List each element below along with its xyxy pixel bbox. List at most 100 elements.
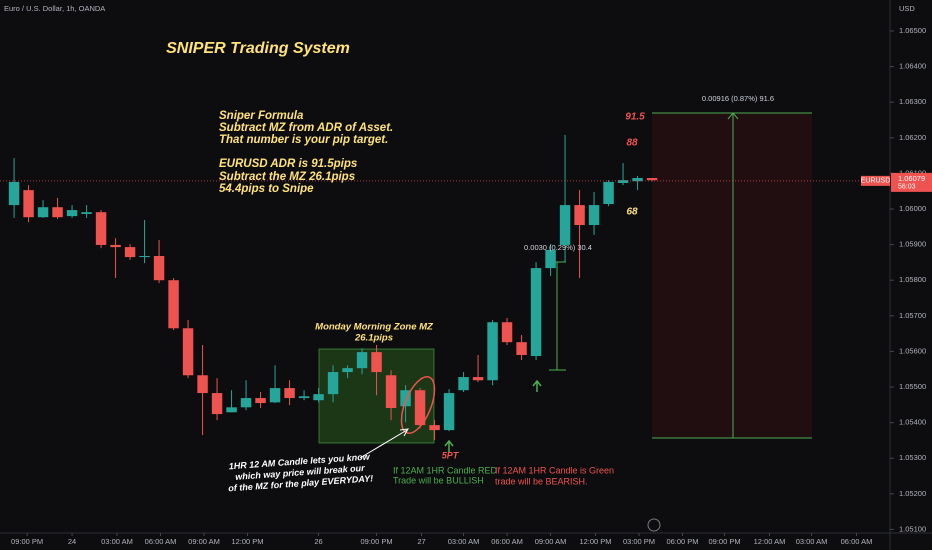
candle-body [501,322,513,343]
candle-body [385,375,397,409]
y-tick-label: 1.05700 [899,311,926,320]
pointer-arrow-head [399,428,409,437]
y-tick-label: 1.06000 [899,204,926,213]
formula: That number is your pip target. [219,134,388,146]
candle-body [429,425,440,431]
pointer-arrow [359,429,408,459]
note-green: If 12AM 1HR Candle is Green [495,465,614,475]
y-tick-label: 1.05800 [899,275,926,284]
note-red: Trade will be BULLISH [393,475,484,485]
candle-body [443,393,455,431]
symbol-label: EURUSD [861,178,891,185]
x-tick-label: 24 [68,537,76,546]
candle-body [530,268,542,357]
candle-body [313,394,324,401]
candle-body [400,390,411,407]
candle-body [603,181,614,205]
symbol-box [861,175,890,186]
overlays [318,112,812,444]
replay-icon[interactable] [647,518,661,532]
price-box [891,172,932,192]
candle-body [124,247,136,258]
candle-body [516,342,527,355]
header: Euro / U.S. Dollar, 1h, OANDA [4,4,105,13]
candles [8,134,658,441]
measure-label: 0.00916 (0.87%) 91.6 [702,94,774,103]
candle-body [646,178,658,181]
candle-body [37,207,49,218]
candle-body [81,212,92,214]
target-label: 68 [626,207,638,218]
highlight-ellipse [400,376,436,434]
x-tick-label: 09:00 PM [11,537,43,546]
calc: 54.4pips to Snipe [219,183,314,195]
calc: Subtract the MZ 26.1pips [219,171,355,183]
candle-body [95,212,107,245]
candle-body [617,180,629,184]
x-tick-label: 09:00 PM [361,537,393,546]
x-tick-label: 09:00 AM [188,537,220,546]
candle-body [255,398,266,404]
candle-body [559,205,571,245]
candle-body [298,396,310,399]
x-tick-label: 12:00 PM [579,537,611,546]
zone-pips: 26.1pips [354,333,393,344]
candle-body [240,398,252,408]
candle-body [487,322,498,381]
candle-body [168,280,179,329]
x-tick-label: 03:00 AM [448,537,480,546]
x-tick-label: 03:00 AM [101,537,133,546]
x-tick-label: 27 [417,537,425,546]
y-tick-label: 1.05200 [899,489,926,498]
measure-label: 0.0030 (0.29%) 30.4 [524,243,592,252]
up-arrow [444,439,454,452]
candle-body [211,393,223,415]
candle-body [8,181,20,206]
candle-body [110,244,121,248]
target-label: 91.5 [625,112,645,123]
y-tick-label: 1.05500 [899,382,926,391]
note-red: If 12AM 1HR Candle RED [393,465,498,475]
candle-body [472,377,484,381]
x-tick-label: 09:00 AM [535,537,567,546]
y-tick-label: 1.05900 [899,240,926,249]
zone-label: Monday Morning Zone MZ [315,322,434,333]
countdown-label: 56:03 [898,184,916,191]
candle-body [588,205,600,226]
x-tick-label: 03:00 AM [796,537,828,546]
x-tick-label: 06:00 AM [145,537,177,546]
note-green: trade will be BEARISH. [495,476,588,486]
candle-body [66,210,78,217]
price-label: 1.06079 [898,174,925,183]
target-label: 88 [626,138,638,149]
candle-body [226,407,237,413]
x-tick-label: 12:00 AM [754,537,786,546]
candle-body [545,249,556,269]
x-tick-label: 26 [314,537,322,546]
formula: Subtract MZ from ADR of Asset. [219,122,393,134]
y-tick-label: 1.05300 [899,453,926,462]
x-tick-label: 12:00 PM [231,537,263,546]
x-tick-label: 06:00 AM [841,537,873,546]
x-tick-label: 06:00 PM [666,537,698,546]
candle-body [269,388,281,403]
candle-body [52,207,63,218]
candle-body [23,190,34,218]
candle-body [632,178,643,182]
candle-body [139,255,150,258]
candle-body [327,372,339,395]
candle-body [284,388,295,399]
candle-body [197,375,208,394]
y-tick-label: 1.05400 [899,418,926,427]
up-arrow [532,379,542,392]
y-tick-label: 1.06300 [899,97,926,106]
candle-body [153,255,165,281]
y-tick-label: 1.05100 [899,524,926,533]
x-tick-label: 06:00 AM [491,537,523,546]
x-tick-label: 09:00 PM [709,537,741,546]
y-tick-label: 1.05600 [899,346,926,355]
measure-area [652,113,812,438]
axes: 1.05100 1.05200 1.05300 1.05400 1.05500 1.056… [0,26,932,546]
formula: Sniper Formula [219,110,304,122]
